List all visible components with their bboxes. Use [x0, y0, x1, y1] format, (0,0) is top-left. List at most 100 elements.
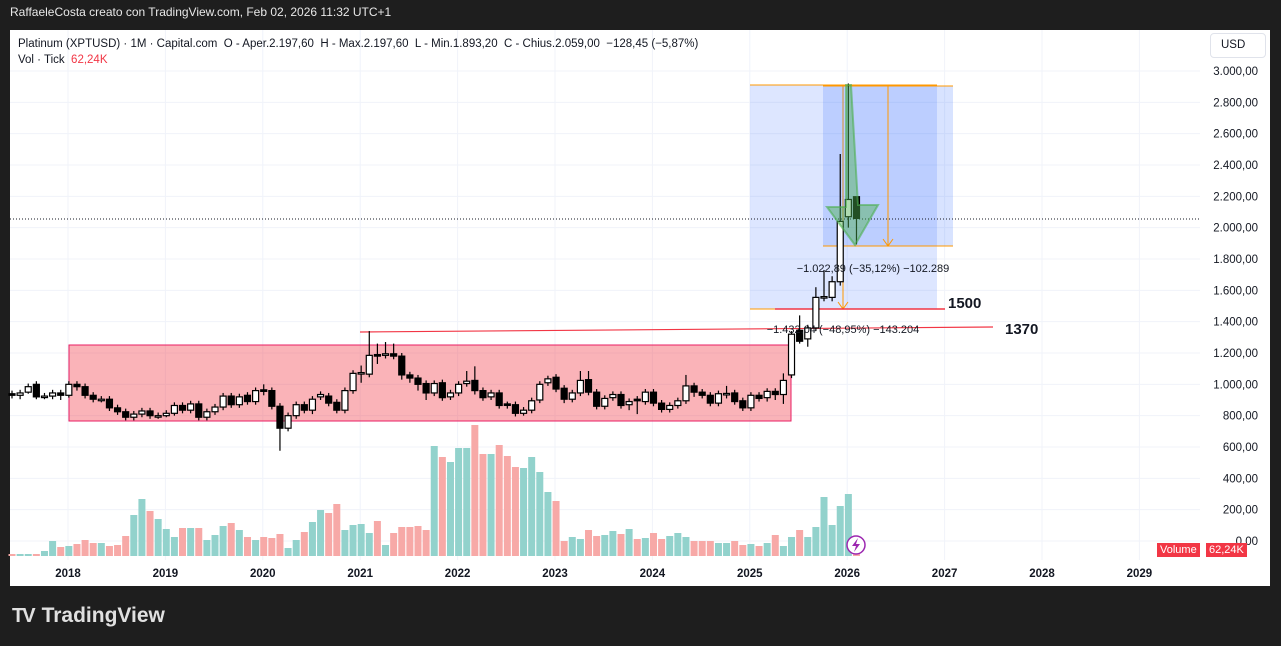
candle[interactable] [763, 388, 771, 402]
candle[interactable] [463, 371, 471, 387]
candle[interactable] [308, 396, 317, 415]
candle[interactable] [690, 382, 698, 397]
candle[interactable] [65, 381, 73, 398]
candle[interactable] [48, 389, 57, 400]
candle[interactable] [438, 379, 446, 401]
candle[interactable] [666, 402, 674, 413]
level-1370-trendline[interactable] [359, 326, 994, 333]
candle[interactable] [836, 154, 844, 286]
candle[interactable] [89, 392, 97, 403]
candle[interactable] [584, 371, 593, 396]
candle[interactable] [162, 410, 170, 418]
candle[interactable] [609, 391, 617, 401]
chart-panel[interactable] [10, 30, 1270, 586]
candle[interactable] [227, 392, 235, 408]
candle[interactable] [32, 381, 40, 400]
candle[interactable] [649, 389, 658, 407]
candle[interactable] [731, 389, 739, 405]
candle[interactable] [325, 392, 333, 407]
candle[interactable] [414, 374, 422, 391]
candle[interactable] [316, 391, 325, 400]
candle[interactable] [657, 400, 666, 413]
candle[interactable] [97, 396, 105, 403]
candle[interactable] [682, 374, 690, 404]
candle[interactable] [641, 389, 649, 405]
candle[interactable] [357, 365, 365, 383]
candle[interactable] [300, 401, 308, 414]
candle[interactable] [787, 331, 796, 379]
candle[interactable] [471, 366, 479, 395]
candle[interactable] [292, 401, 300, 419]
currency-button[interactable]: USD [1210, 33, 1266, 58]
volume-indicator-label[interactable]: Vol · Tick [18, 54, 65, 66]
candle[interactable] [739, 397, 747, 411]
candle[interactable] [495, 389, 503, 409]
candle[interactable] [528, 397, 536, 414]
candle[interactable] [479, 387, 487, 401]
candle[interactable] [633, 396, 641, 415]
candle[interactable] [544, 375, 552, 386]
candle[interactable] [203, 408, 211, 421]
candle[interactable] [852, 196, 861, 245]
candle[interactable] [333, 399, 341, 414]
candle[interactable] [796, 315, 804, 344]
candle[interactable] [187, 400, 195, 414]
candle[interactable] [235, 393, 243, 408]
candle[interactable] [601, 395, 609, 410]
candle[interactable] [341, 387, 349, 414]
candle[interactable] [138, 407, 146, 418]
candle[interactable] [698, 389, 706, 399]
candle[interactable] [130, 410, 138, 421]
candle[interactable] [755, 392, 763, 402]
candle[interactable] [617, 391, 625, 409]
lightning-icon[interactable] [846, 535, 866, 555]
candle[interactable] [260, 384, 268, 396]
candle[interactable] [365, 331, 373, 378]
candle[interactable] [552, 374, 560, 393]
candle[interactable] [398, 353, 406, 380]
candle[interactable] [487, 389, 495, 400]
candle[interactable] [122, 408, 130, 421]
candle[interactable] [390, 343, 398, 360]
candle[interactable] [430, 380, 438, 397]
candle[interactable] [284, 412, 292, 432]
candle[interactable] [511, 401, 520, 417]
candle[interactable] [8, 390, 16, 399]
candle[interactable] [40, 392, 49, 400]
tradingview-logo[interactable]: TV TradingView [12, 604, 165, 628]
candle[interactable] [722, 385, 731, 399]
candle[interactable] [446, 389, 455, 400]
candle[interactable] [576, 371, 585, 397]
candle[interactable] [219, 392, 227, 411]
candle[interactable] [503, 401, 511, 409]
candle[interactable] [170, 402, 178, 416]
candle[interactable] [211, 403, 219, 415]
candle[interactable] [113, 404, 122, 415]
candle[interactable] [276, 403, 284, 451]
candle[interactable] [747, 392, 755, 411]
candle[interactable] [820, 269, 828, 302]
candle[interactable] [406, 371, 414, 383]
candle[interactable] [243, 392, 252, 405]
candle[interactable] [178, 402, 187, 414]
candle[interactable] [422, 380, 430, 400]
candle[interactable] [373, 343, 381, 364]
candle[interactable] [105, 396, 114, 411]
candle[interactable] [519, 407, 528, 416]
candle[interactable] [381, 342, 390, 359]
candle[interactable] [455, 381, 463, 397]
candle[interactable] [154, 412, 162, 419]
candle[interactable] [674, 397, 682, 409]
candle[interactable] [73, 381, 81, 391]
candle[interactable] [593, 389, 601, 410]
candle[interactable] [252, 387, 260, 405]
candle[interactable] [771, 388, 779, 400]
candle[interactable] [24, 383, 32, 394]
candle[interactable] [81, 383, 89, 399]
candle[interactable] [57, 389, 65, 400]
candle[interactable] [195, 400, 203, 421]
candle[interactable] [349, 370, 357, 394]
candle[interactable] [828, 276, 836, 302]
down-arrow-drawing-icon[interactable] [825, 84, 880, 247]
